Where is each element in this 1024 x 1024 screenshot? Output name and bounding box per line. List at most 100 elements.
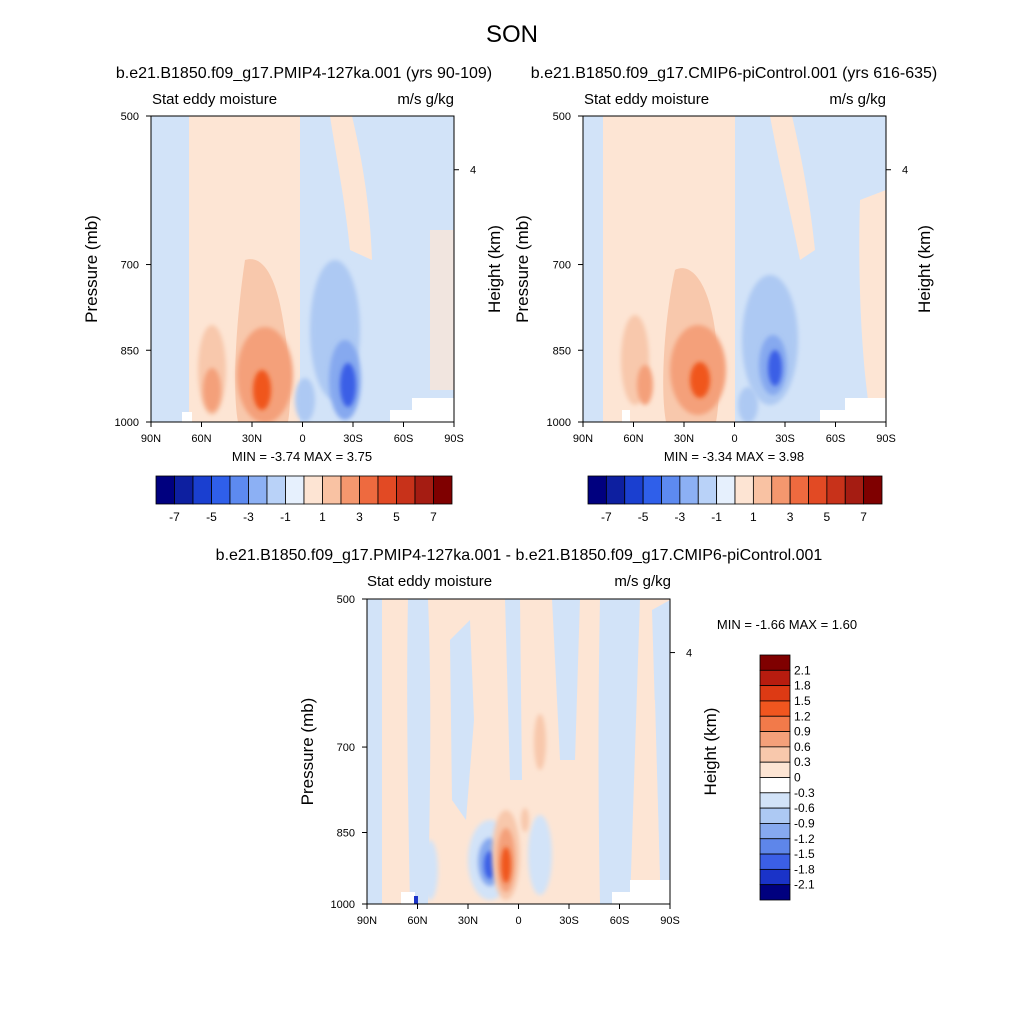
colorbar-label: -0.3 <box>794 786 815 800</box>
colorbar-horizontal: -7 -5 -3 -1 1 3 5 7 <box>155 475 453 524</box>
colorbar-label: -5 <box>638 510 649 524</box>
colorbar-label: 3 <box>787 510 794 524</box>
colorbar-swatch <box>266 475 286 505</box>
colorbar-swatch <box>844 475 865 505</box>
x-tick-label: 60N <box>407 915 427 927</box>
colorbar-label: 0.9 <box>794 725 811 739</box>
colorbar-swatch <box>759 838 791 855</box>
colorbar-swatch <box>759 807 791 824</box>
colorbar-label: -7 <box>601 510 612 524</box>
colorbar-swatch <box>229 475 249 505</box>
axes-top-right: 90N 60N 30N 0 30S 60S 90S 500 700 850 1000 4 Pressur… <box>513 111 934 464</box>
y-tick-label: 500 <box>337 594 355 606</box>
min-max-stats: MIN = -3.34 MAX = 3.98 <box>664 449 804 464</box>
colorbar-label: -0.6 <box>794 801 815 815</box>
colorbar-swatch <box>759 654 791 671</box>
y-tick-label: 850 <box>337 827 355 839</box>
x-tick-label: 60S <box>610 915 630 927</box>
variable-label: Stat eddy moisture <box>367 573 492 590</box>
colorbar-layer: -7 -5 -3 -1 1 3 5 7 -7 -5 -3 -1 1 3 5 72.11.81.51.20.90… <box>155 475 883 901</box>
x-tick-label: 30N <box>242 433 262 445</box>
colorbar-label: -3 <box>675 510 686 524</box>
y-axis-right-label: Height (km) <box>915 225 934 313</box>
x-tick-label: 60N <box>191 433 211 445</box>
contour-field <box>151 116 454 422</box>
panel-title: b.e21.B1850.f09_g17.PMIP4-127ka.001 - b.… <box>216 547 823 564</box>
y-axis-label: Pressure (mb) <box>298 698 317 806</box>
colorbar-swatch <box>211 475 231 505</box>
x-tick-label: 60N <box>623 433 643 445</box>
x-tick-label: 0 <box>299 433 305 445</box>
y-axis-right-label: Height (km) <box>485 225 504 313</box>
colorbar-swatch <box>414 475 434 505</box>
colorbar-swatch <box>396 475 416 505</box>
x-tick-label: 30N <box>458 915 478 927</box>
colorbar-label: -1 <box>711 510 722 524</box>
colorbar-label: 7 <box>430 510 437 524</box>
units-label: m/s g/kg <box>614 573 671 590</box>
colorbar-swatch <box>759 761 791 778</box>
y-tick-label: 1000 <box>547 417 571 429</box>
colorbar-swatch <box>587 475 607 505</box>
colorbar-swatch <box>322 475 342 505</box>
colorbar-label: -0.9 <box>794 816 815 830</box>
colorbar-label: -1.8 <box>794 862 815 876</box>
colorbar-label: 1 <box>750 510 757 524</box>
colorbar-swatch <box>377 475 397 505</box>
colorbar-label: 2.1 <box>794 663 811 677</box>
colorbar-swatch <box>359 475 379 505</box>
y-tick-label: 700 <box>553 260 571 272</box>
colorbar-swatch <box>759 853 791 870</box>
colorbar-swatch <box>759 884 791 901</box>
colorbar-swatch <box>771 475 791 505</box>
colorbar-swatch <box>808 475 828 505</box>
x-tick-label: 90N <box>573 433 593 445</box>
colorbar-label: 5 <box>393 510 400 524</box>
colorbar-swatch <box>759 868 791 886</box>
variable-label: Stat eddy moisture <box>152 91 277 108</box>
panel-title: b.e21.B1850.f09_g17.CMIP6-piControl.001 … <box>531 65 937 82</box>
x-tick-label: 0 <box>731 433 737 445</box>
colorbar-swatch <box>155 475 175 505</box>
colorbar-label: 1.8 <box>794 679 811 693</box>
y-axis-right-label: Height (km) <box>701 708 720 796</box>
axes-layer: 90N 60N 30N 0 30S 60S 90S50070085010004Pressur… <box>82 111 934 927</box>
variable-label: Stat eddy moisture <box>584 91 709 108</box>
x-tick-label: 30S <box>775 433 795 445</box>
colorbar-swatch <box>759 700 791 717</box>
colorbar-vertical: 2.11.81.51.20.90.60.30-0.3-0.6-0.9-1.2-1… <box>759 654 815 901</box>
y-tick-label: 500 <box>553 111 571 123</box>
units-label: m/s g/kg <box>829 91 886 108</box>
colorbar-horizontal: -7 -5 -3 -1 1 3 5 7 <box>587 475 883 524</box>
x-tick-label: 60S <box>826 433 846 445</box>
x-tick-label: 30N <box>674 433 694 445</box>
colorbar-swatch <box>759 823 791 840</box>
colorbar-swatch <box>752 475 773 505</box>
colorbar-swatch <box>192 475 212 505</box>
x-tick-label: 90N <box>357 915 377 927</box>
colorbar-swatch <box>759 669 791 687</box>
colorbar-label: 0.6 <box>794 740 811 754</box>
contour-field <box>583 116 886 422</box>
colorbar-swatch <box>759 685 791 702</box>
colorbar-swatch <box>285 475 305 505</box>
panel-bottom: b.e21.B1850.f09_g17.PMIP4-127ka.001 - b.… <box>216 547 823 905</box>
y-tick-label: 700 <box>121 260 139 272</box>
x-tick-label: 90S <box>444 433 464 445</box>
x-tick-label: 90S <box>660 915 680 927</box>
colorbar-swatch <box>679 475 699 505</box>
colorbar-swatch <box>697 475 718 505</box>
axes-top-left: 90N 60N 30N 0 30S 60S 90S 500 700 850 1000 4 Pressur… <box>82 111 504 464</box>
colorbar-label: 3 <box>356 510 363 524</box>
colorbar-swatch <box>863 475 883 505</box>
colorbar-swatch <box>340 475 360 505</box>
contour-field <box>367 599 670 904</box>
colorbar-swatch <box>759 731 791 748</box>
colorbar-swatch <box>605 475 626 505</box>
colorbar-swatch <box>174 475 194 505</box>
colorbar-swatch <box>661 475 681 505</box>
colorbar-label: 0 <box>794 771 801 785</box>
panel-top-right: b.e21.B1850.f09_g17.CMIP6-piControl.001 … <box>531 65 937 423</box>
x-tick-label: 30S <box>559 915 579 927</box>
